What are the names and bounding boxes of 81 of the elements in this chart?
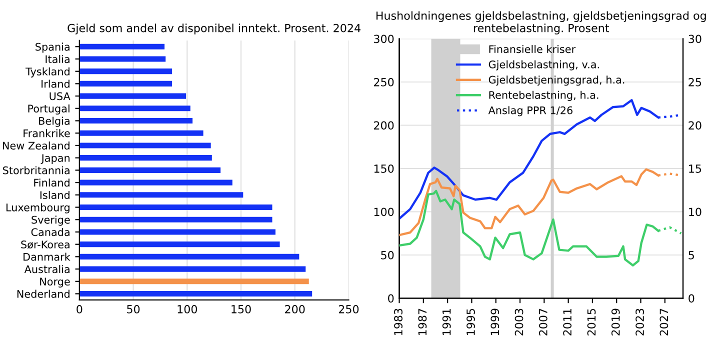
x-tick-label: 1983 <box>394 308 402 336</box>
y-tick-label: Danmark <box>24 252 70 261</box>
bar <box>79 44 165 50</box>
x-tick-label: 2027 <box>660 308 668 336</box>
y-tick-label: Storbritannia <box>2 166 70 174</box>
band-label: Finansielle kriser <box>489 45 576 54</box>
y-tick-label: 200 <box>374 121 394 130</box>
bar <box>79 106 190 112</box>
x-tick-label: 250 <box>338 304 359 314</box>
y-tick-label: Australia <box>24 265 70 274</box>
x-tick-label: 2019 <box>611 308 620 336</box>
y-tick-label: Norge <box>40 278 70 288</box>
x-tick-label: 50 <box>127 304 140 314</box>
x-tick-label: 2011 <box>563 308 572 336</box>
bar <box>79 290 312 297</box>
x-tick-label: 1999 <box>490 308 500 336</box>
y-tick-label: Luxembourg <box>6 203 70 214</box>
legend-label: Gjeldsbelastning, v.a. <box>488 60 599 70</box>
bar <box>79 167 221 173</box>
bar <box>79 254 300 260</box>
y-tick-label: 250 <box>374 78 394 86</box>
y-tick-label: USA <box>50 92 70 100</box>
bar <box>79 180 232 186</box>
y-tick-label: Finland <box>34 178 70 187</box>
bar <box>79 56 166 62</box>
y-tick-label: Sverige <box>32 216 70 226</box>
chart-title: Gjeld som andel av disponibel inntekt. Prosent. 2024 <box>68 24 360 34</box>
y2-tick-label: 25 <box>688 78 702 86</box>
x-tick-label: 2003 <box>514 308 524 336</box>
x-tick-label: 2015 <box>587 308 596 336</box>
y-tick-label: 50 <box>381 250 394 260</box>
y-tick-label: 100 <box>374 208 394 216</box>
x-tick-label: 100 <box>178 304 198 314</box>
y2-tick-label: 5 <box>688 251 694 260</box>
bar <box>79 242 280 248</box>
bar <box>79 278 309 284</box>
y-tick-label: Japan <box>40 154 70 164</box>
x-tick-label: 1991 <box>442 308 451 336</box>
legend-label: Anslag PPR 1/26 <box>488 106 572 116</box>
chart-title: Husholdningenes gjeldsbelastning, gjeldsbetjeningsgrad og rentebelastning. Prosent <box>376 11 706 34</box>
bar <box>79 142 211 148</box>
y-tick-label: Tyskland <box>26 67 70 78</box>
bar <box>79 130 204 136</box>
y-tick-label: New Zealand <box>2 142 70 150</box>
y-tick-label: 150 <box>374 164 394 173</box>
y2-tick-label: 30 <box>688 34 702 44</box>
x-tick-label: 2007 <box>538 308 548 336</box>
bar <box>79 266 306 272</box>
y-tick-label: 0 <box>388 294 394 303</box>
bar <box>79 68 172 74</box>
bar <box>79 216 272 222</box>
x-tick-label: 1995 <box>466 308 475 336</box>
y-tick-label: Irland <box>42 80 70 88</box>
y-tick-label: Italia <box>46 55 70 64</box>
y2-tick-label: 0 <box>688 294 694 303</box>
y2-tick-label: 10 <box>689 208 702 216</box>
y-tick-label: Island <box>40 190 70 200</box>
bar <box>79 204 272 210</box>
y2-tick-label: 15 <box>689 164 702 173</box>
x-tick-label: 200 <box>285 304 305 314</box>
y-tick-label: Portugal <box>28 104 70 115</box>
y-tick-label: Spania <box>36 42 70 53</box>
y2-tick-label: 20 <box>688 121 702 130</box>
bar <box>79 155 212 161</box>
y-tick-label: Frankrike <box>24 129 70 138</box>
y-tick-label: Belgia <box>39 116 70 127</box>
bar <box>79 118 193 124</box>
bar <box>79 80 172 86</box>
x-tick-label: 2023 <box>636 308 644 336</box>
bar <box>79 192 244 198</box>
bar <box>79 229 276 235</box>
y-tick-label: 300 <box>374 34 394 44</box>
legend-label: Rentebelastning, h.a. <box>489 90 598 101</box>
x-tick-label: 1987 <box>418 308 427 336</box>
legend-label: Gjeldsbetjeningsgrad, h.a. <box>488 76 624 86</box>
y-tick-label: Canada <box>31 228 70 236</box>
x-tick-label: 150 <box>232 304 251 314</box>
y-tick-label: Sør-Korea <box>21 240 70 249</box>
y-tick-label: Nederland <box>17 290 70 298</box>
bar <box>79 93 186 99</box>
x-tick-label: 0 <box>76 304 82 314</box>
